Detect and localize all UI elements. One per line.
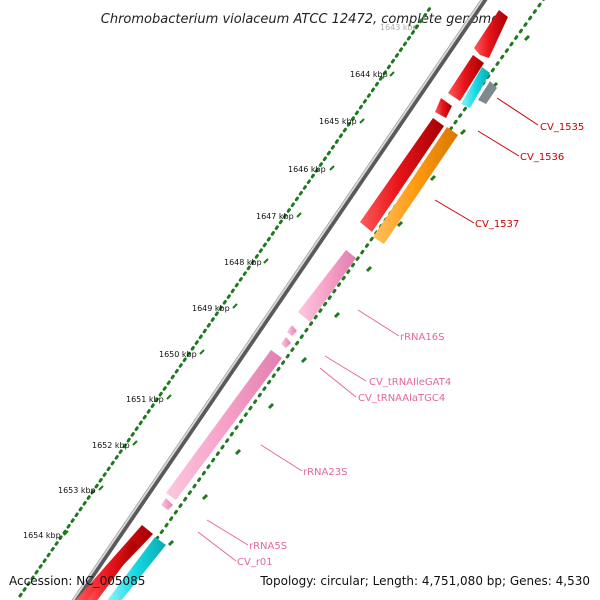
feature-label-cv1535[interactable]: CV_1535	[540, 122, 584, 133]
kbp-tick: 1644 kbp	[350, 70, 395, 79]
trna-arrow[interactable]	[287, 325, 297, 336]
cds-arrow[interactable]	[474, 10, 508, 58]
map-title: Chromobacterium violaceum ATCC 12472, co…	[101, 12, 499, 27]
accession-text: Accession: NC_005085	[9, 574, 146, 588]
feature-label-cvr01[interactable]: CV_r01	[237, 557, 273, 568]
cds-arrow-cyan[interactable]	[461, 67, 490, 108]
feature-label-trnaala[interactable]: CV_tRNAAlaTGC4	[358, 393, 445, 404]
kbp-tick-label: 1650 kbp	[159, 350, 197, 359]
kbp-tick: 1652 kbp	[92, 440, 138, 450]
trna-arrow[interactable]	[281, 337, 291, 348]
kbp-tick-label: 1654 kbp	[23, 531, 61, 540]
reverse-tick-track	[111, 0, 545, 600]
tick-track	[18, 6, 432, 598]
cds-arrow[interactable]	[435, 98, 452, 118]
feature-label-rrna23s[interactable]: rRNA23S	[303, 467, 347, 478]
kbp-tick: 1648 kbp	[224, 258, 269, 267]
kbp-tick-label: 1652 kbp	[92, 441, 130, 450]
kbp-tick-label: 1646 kbp	[288, 165, 326, 174]
cds-arrow[interactable]	[86, 540, 138, 600]
kbp-tick-label: 1647 kbp	[256, 212, 294, 221]
cds-arrow-orange[interactable]	[373, 127, 458, 244]
kbp-tick: 1645 kbp	[319, 117, 365, 126]
kbp-tick: 1651 kbp	[126, 394, 172, 404]
rrna-16s-arrow[interactable]	[298, 250, 356, 322]
kbp-tick: 1643 kbp	[380, 23, 418, 32]
cds-arrow-grey[interactable]	[478, 81, 497, 104]
kbp-tick-label: 1653 kbp	[58, 486, 96, 495]
feature-label-cv1537[interactable]: CV_1537	[475, 219, 519, 230]
kbp-tick-label: 1644 kbp	[350, 70, 388, 79]
kbp-tick-group: 1643 kbp 1644 kbp 1645 kbp 1646 kbp 1647…	[23, 23, 418, 540]
feature-label-rrna16s[interactable]: rRNA16S	[400, 332, 444, 343]
cds-arrow[interactable]	[448, 55, 484, 101]
backbone-line	[72, 0, 484, 600]
genome-summary-text: Topology: circular; Length: 4,751,080 bp…	[260, 574, 590, 588]
kbp-tick: 1650 kbp	[159, 349, 205, 359]
backbone-line-shadow	[71, 0, 488, 600]
reverse-tick-marks	[167, 34, 531, 547]
kbp-tick: 1653 kbp	[58, 485, 104, 495]
kbp-tick: 1647 kbp	[256, 212, 302, 221]
kbp-tick: 1654 kbp	[23, 530, 69, 540]
kbp-tick-label: 1649 kbp	[192, 304, 230, 313]
cds-arrow[interactable]	[360, 118, 444, 232]
kbp-tick-label: 1648 kbp	[224, 258, 262, 267]
feature-label-rrna5s[interactable]: rRNA5S	[249, 541, 287, 552]
kbp-tick-label: 1645 kbp	[319, 117, 357, 126]
rrna-5s-arrow[interactable]	[161, 498, 173, 510]
rrna-23s-arrow[interactable]	[166, 350, 282, 500]
kbp-tick-label: 1643 kbp	[380, 23, 418, 32]
kbp-tick-label: 1651 kbp	[126, 395, 164, 404]
feature-label-cv1536[interactable]: CV_1536	[520, 152, 564, 163]
leader-lines	[197, 97, 539, 562]
feature-label-trnaile[interactable]: CV_tRNAIleGAT4	[369, 377, 451, 388]
cds-arrow-cyan[interactable]	[106, 537, 166, 600]
kbp-tick: 1646 kbp	[288, 165, 335, 174]
kbp-tick: 1649 kbp	[192, 303, 238, 313]
